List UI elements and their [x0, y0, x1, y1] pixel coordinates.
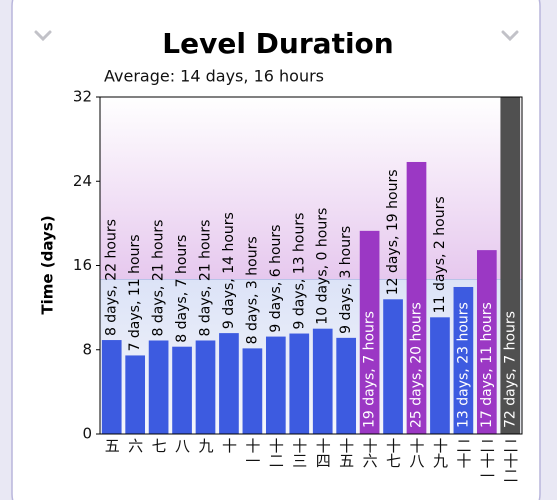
value-label: 72 days, 7 hours [502, 311, 518, 428]
bar [101, 340, 122, 434]
value-label: 9 days, 14 hours [221, 212, 237, 329]
plot-background-lower [100, 279, 522, 434]
value-label: 25 days, 20 hours [409, 302, 425, 428]
bar [336, 337, 357, 434]
chevron-right[interactable] [501, 30, 519, 42]
bar [242, 348, 263, 434]
value-label: 12 days, 19 hours [385, 169, 401, 295]
y-tick-label: 24 [73, 172, 92, 190]
value-label: 17 days, 11 hours [479, 302, 495, 428]
value-label: 9 days, 3 hours [338, 226, 354, 334]
bar [289, 333, 310, 434]
x-tick-label: 十九 [431, 438, 449, 469]
x-tick-label: 十五 [337, 438, 355, 468]
bar [148, 340, 169, 434]
x-tick-label: 十一 [243, 438, 261, 468]
plot-frame [99, 96, 523, 435]
bar [453, 286, 474, 434]
x-tick-label: 九 [197, 438, 215, 454]
chart-title: Level Duration [162, 27, 393, 60]
bar [312, 328, 333, 434]
value-label: 8 days, 21 hours [198, 220, 214, 337]
bar [359, 230, 380, 434]
y-tick-label: 0 [82, 425, 92, 443]
value-label: 8 days, 21 hours [151, 220, 167, 337]
value-label: 10 days, 0 hours [315, 208, 331, 325]
y-tick-label: 16 [73, 256, 92, 274]
x-tick-label: 十 [220, 438, 238, 453]
value-label: 9 days, 6 hours [268, 225, 284, 333]
bar [430, 317, 450, 434]
chevron-left[interactable] [34, 30, 52, 42]
value-label: 8 days, 22 hours [104, 219, 120, 336]
x-tick-label: 十三 [290, 438, 308, 468]
x-tick-label: 二十 [454, 438, 472, 468]
x-tick-label: 二十一 [478, 438, 496, 483]
bar [265, 336, 286, 434]
x-tick-label: 十六 [361, 438, 379, 468]
x-tick-label: 八 [173, 438, 191, 453]
subtitle: Average: 14 days, 16 hours [104, 67, 324, 86]
plot-background-upper [100, 97, 522, 280]
bars [101, 97, 521, 434]
x-tick-label: 二十二 [501, 438, 519, 483]
value-label: 13 days, 23 hours [455, 302, 471, 428]
bar [383, 299, 403, 434]
value-label: 9 days, 13 hours [291, 213, 307, 330]
value-label: 19 days, 7 hours [362, 311, 378, 428]
x-tick-label: 六 [126, 438, 144, 453]
bar [219, 333, 239, 434]
x-tick-label: 五 [103, 438, 121, 453]
bar [476, 250, 497, 434]
value-label: 8 days, 3 hours [244, 236, 260, 344]
x-tick-label: 七 [150, 438, 168, 453]
y-tick-label: 32 [73, 88, 92, 106]
value-label: 7 days, 11 hours [127, 234, 143, 351]
bar [195, 340, 216, 434]
y-axis-label: Time (days) [39, 215, 57, 314]
x-tick-label: 十二 [267, 438, 285, 468]
bar [125, 355, 146, 434]
x-tick-label: 十七 [384, 438, 402, 468]
bar [406, 161, 427, 434]
x-tick-label: 十八 [408, 438, 426, 468]
bar [172, 346, 192, 434]
bar [500, 97, 521, 434]
x-tick-label: 十四 [314, 438, 332, 468]
value-label: 11 days, 2 hours [432, 196, 448, 313]
y-tick-label: 8 [82, 340, 92, 358]
value-label: 8 days, 7 hours [174, 235, 190, 343]
